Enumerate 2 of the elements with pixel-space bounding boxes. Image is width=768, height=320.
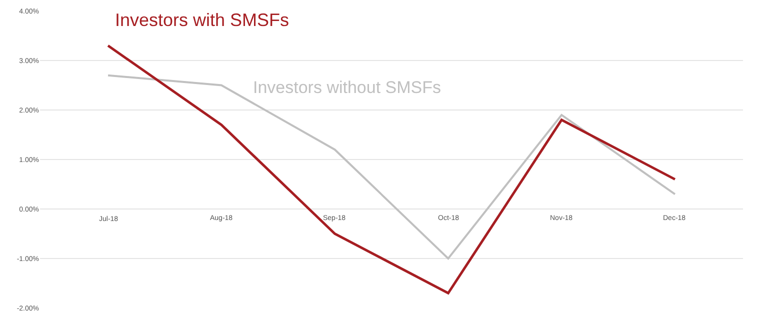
series-label: Investors with SMSFs <box>115 10 290 30</box>
series-label: Investors without SMSFs <box>253 78 442 97</box>
